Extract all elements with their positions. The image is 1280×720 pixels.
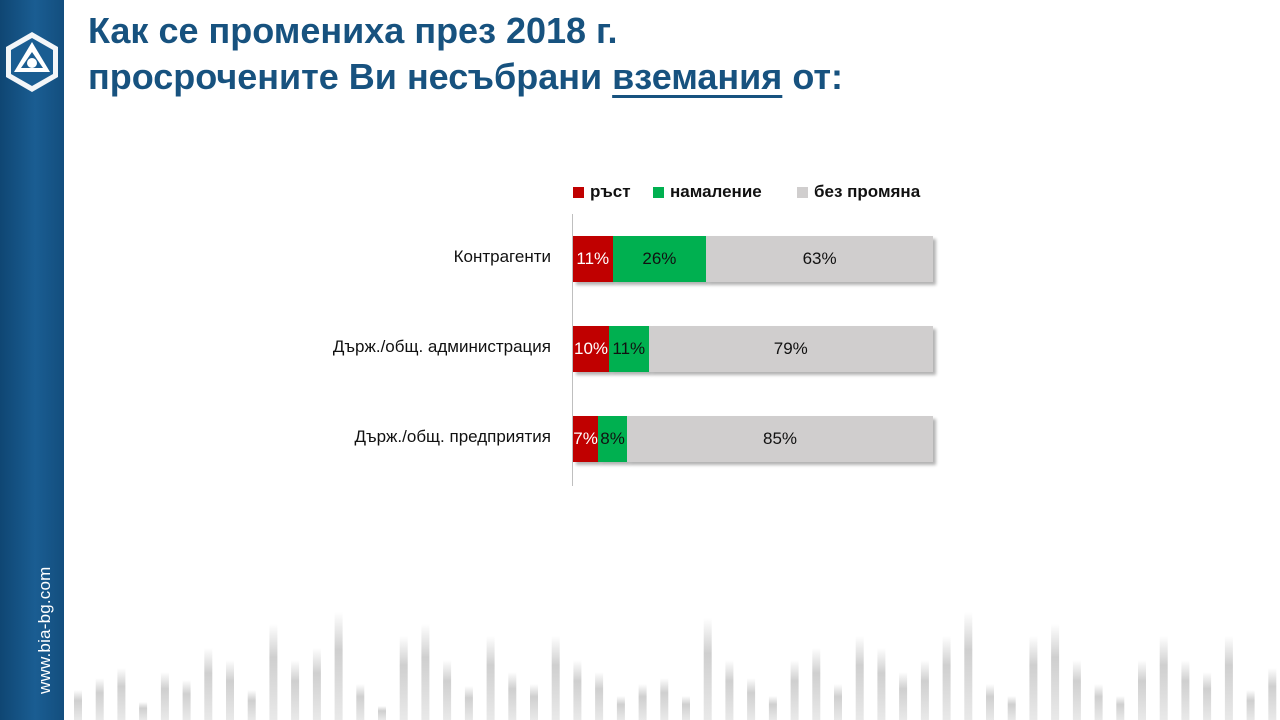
category-axis-line <box>572 214 573 486</box>
title-line-2-prefix: просрочените Ви несъбрани <box>88 56 613 97</box>
bar-segment <box>573 326 609 372</box>
title-underlined-word: вземания <box>612 56 783 97</box>
legend-swatch <box>797 186 808 198</box>
page-title: Как се промениха през 2018 г. просрочени… <box>88 8 843 100</box>
bar-segment <box>598 416 627 462</box>
category-label: Държ./общ. предприятия <box>354 427 551 446</box>
data-label: 10% <box>573 339 609 358</box>
legend-item-0: ръст <box>573 182 631 202</box>
legend-label: без промяна <box>814 182 921 201</box>
legend-label: намаление <box>670 182 762 201</box>
category-label: Държ./общ. администрация <box>332 337 551 356</box>
legend-swatch <box>653 186 664 198</box>
data-label: 85% <box>762 429 798 448</box>
data-label: 11% <box>612 339 646 358</box>
title-line-1: Как се промениха през 2018 г. <box>88 10 618 51</box>
legend-label: ръст <box>590 182 631 201</box>
bar-segment <box>609 326 649 372</box>
data-label: 8% <box>600 429 625 448</box>
data-label: 11% <box>576 249 610 268</box>
legend-item-1: намаление <box>653 182 762 202</box>
decorative-bars-background <box>74 612 1277 720</box>
bar-segment <box>612 236 707 282</box>
bar-segment <box>706 236 933 282</box>
title-line-2: просрочените Ви несъбрани вземания от: <box>88 54 843 100</box>
data-label: 26% <box>642 249 677 268</box>
legend-swatch <box>573 186 584 198</box>
bar-segment <box>573 236 613 282</box>
bia-logo-icon <box>6 32 58 92</box>
data-label: 7% <box>573 429 598 448</box>
data-label: 63% <box>802 249 837 268</box>
bar-segment <box>627 416 933 462</box>
legend-item-2: без промяна <box>797 182 920 202</box>
bar-segment <box>573 416 599 462</box>
category-label: Контрагенти <box>453 247 551 266</box>
title-line-2-suffix: от: <box>782 56 844 97</box>
bar-segment <box>648 326 933 372</box>
sidebar: www.bia-bg.com <box>0 0 64 720</box>
website-url[interactable]: www.bia-bg.com <box>35 566 54 694</box>
data-label: 79% <box>773 339 808 358</box>
